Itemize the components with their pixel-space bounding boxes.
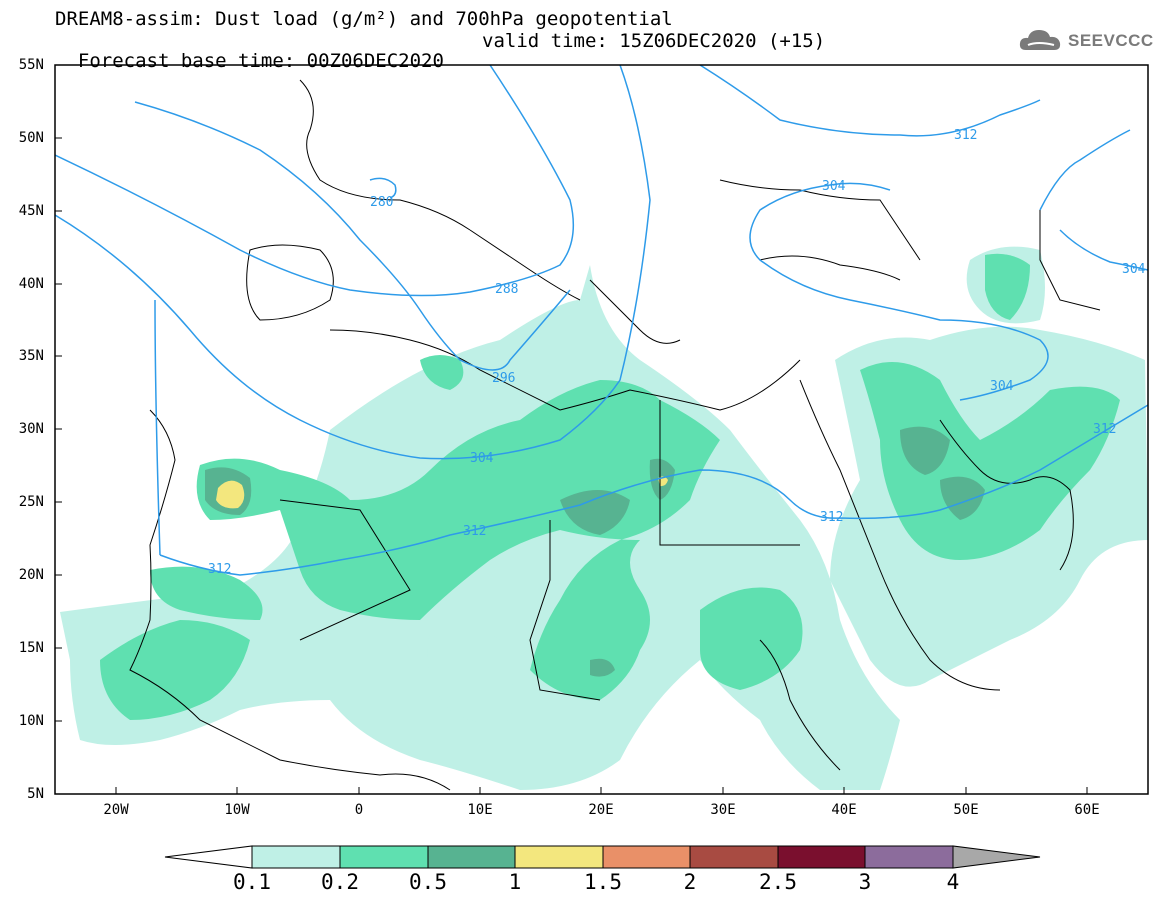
lon-label: 60E [1074,802,1100,818]
colorbar-low-arrow [164,845,253,869]
lon-label: 10E [467,802,493,818]
forecast-times: Forecast base time: 00Z06DEC2020 valid t… [55,31,825,91]
dust-layer-mid [100,253,1120,720]
colorbar-high-arrow [952,845,1041,869]
lon-label: 40E [831,802,857,818]
colorbar-bin [427,845,516,869]
colorbar-bin [602,845,691,869]
colorbar-label: 1 [508,870,522,894]
contour-label: 296 [492,371,515,386]
colorbar [164,845,1041,869]
lat-label: 30N [18,421,44,437]
contour-labels: 280 288 296 304 304 304 312 312 312 312 … [208,128,1146,577]
contour-label: 288 [495,282,518,297]
contour-label: 312 [208,562,231,577]
contour-label: 304 [1122,262,1146,277]
base-time: Forecast base time: 00Z06DEC2020 [77,50,444,72]
lon-label: 10W [224,802,250,818]
colorbar-label: 2.5 [759,870,797,894]
colorbar-bin [339,845,429,869]
logo-text: SEEVCCC [1068,31,1154,50]
lon-label: 30E [710,802,736,818]
cloud-icon [1019,30,1061,50]
lat-label: 5N [27,786,44,802]
map-title: DREAM8-assim: Dust load (g/m²) and 700hP… [55,8,673,30]
contour-label: 312 [820,510,843,525]
lon-label: 20E [588,802,614,818]
colorbar-label: 1.5 [584,870,622,894]
contour-label: 312 [463,524,486,539]
lat-label: 15N [18,640,44,656]
lat-label: 35N [18,348,44,364]
contour-label: 312 [1093,422,1116,437]
contour-label: 304 [822,179,846,194]
lat-label: 45N [18,203,44,219]
colorbar-label: 0.5 [409,870,447,894]
lat-label: 50N [18,130,44,146]
coastlines [129,79,1101,791]
colorbar-label: 0.1 [233,870,271,894]
lon-label: 20W [103,802,129,818]
colorbar-label: 3 [858,870,872,894]
contour-label: 312 [954,128,977,143]
colorbar-bin [864,845,954,869]
colorbar-label: 4 [946,870,960,894]
lat-label: 20N [18,567,44,583]
seevccc-logo: SEEVCCC [1018,26,1158,56]
colorbar-bin [689,845,779,869]
lat-label: 10N [18,713,44,729]
colorbar-bin [777,845,866,869]
lat-label: 55N [18,57,44,73]
lat-label: 25N [18,494,44,510]
contour-label: 304 [990,379,1014,394]
geopotential-contours [55,65,1148,576]
lat-label: 40N [18,276,44,292]
colorbar-label: 0.2 [321,870,359,894]
colorbar-label: 2 [683,870,697,894]
colorbar-bin [514,845,604,869]
axis-ticks [55,64,1088,794]
lon-label: 0 [354,802,364,818]
lon-label: 50E [953,802,979,818]
colorbar-bin [251,845,341,869]
valid-time: valid time: 15Z06DEC2020 (+15) [482,30,826,52]
contour-label: 280 [370,195,393,210]
contour-label: 304 [470,451,494,466]
